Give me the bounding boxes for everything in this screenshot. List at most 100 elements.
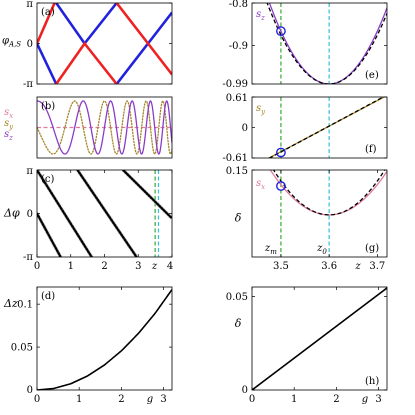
panel-label: (e): [365, 70, 379, 81]
axes-frame: [251, 2, 388, 85]
y-tick-label: π: [26, 166, 33, 177]
y-tick-label: 0: [27, 39, 33, 50]
series-line: [55, 41, 118, 84]
axes-frame: [36, 96, 173, 159]
x-tick-label: 0: [34, 261, 40, 272]
panel-label: (c): [41, 174, 55, 185]
x-axis-label: g: [147, 394, 153, 405]
x-tick-label: 0: [249, 394, 255, 405]
y-axis-label: δ: [235, 317, 242, 330]
y-axis-label: sy: [256, 103, 266, 116]
plot-area: [269, 170, 387, 257]
series-line: [115, 3, 172, 76]
x-tick-label: 2: [118, 394, 124, 405]
axes-frame: [36, 286, 173, 391]
y-axis-label: δ: [235, 212, 242, 225]
x-tick-label: 3: [160, 394, 166, 405]
panel-label: (a): [41, 7, 55, 18]
plot-area: [266, 3, 387, 84]
legend-entry: sx: [4, 107, 13, 120]
series-line: [55, 3, 118, 46]
x-tick-label: 3.6: [321, 261, 337, 272]
y-tick-label: 0.15: [226, 166, 248, 177]
x-tick-label: 2: [101, 261, 107, 272]
series-line: [37, 3, 56, 45]
series-line: [115, 11, 172, 84]
panel-label: (h): [365, 376, 379, 387]
point-marker: [276, 26, 286, 37]
x-tick-label: 3.5: [273, 261, 289, 272]
panel-label: (f): [365, 144, 377, 155]
y-axis-label: Δφ: [3, 207, 20, 220]
series-line: [272, 170, 386, 216]
panel-d: 0 0.05 0.1 0 1 2 3 (d) Δz g: [3, 286, 173, 405]
x-tick-label: 4: [167, 261, 173, 272]
series-line: [37, 212, 62, 257]
plot-area: [37, 100, 172, 155]
reference-line-label: z0: [316, 243, 327, 256]
y-tick-label: -0.99: [222, 79, 248, 90]
series-line: [121, 170, 172, 220]
y-tick-label: 0: [27, 385, 33, 396]
series-line: [266, 3, 387, 84]
panel-a: π 0 -π (a) φA,S: [2, 0, 173, 90]
y-tick-label: 0: [242, 123, 248, 134]
y-tick-label: -0.9: [229, 41, 248, 52]
x-tick-label: 1: [68, 261, 74, 272]
x-axis-label: z: [354, 261, 361, 272]
series-line: [37, 170, 93, 257]
x-tick-label: 3: [135, 261, 141, 272]
axes-frame: [36, 169, 173, 258]
point-marker: [276, 147, 286, 158]
x-tick-label: 1: [76, 394, 82, 405]
y-axis-label: sz: [256, 9, 265, 22]
panel-g: 0.15 3.5 3.6 3.7 (g) δ z sx zm z0: [226, 166, 388, 272]
legend-entry: sx: [256, 178, 265, 191]
panel-label: (b): [41, 101, 55, 112]
x-tick-label: 1: [291, 394, 297, 405]
panel-f: 0.61 0 -0.61 (f) sy: [222, 93, 388, 164]
y-tick-label: -π: [23, 79, 33, 90]
series-line: [76, 170, 138, 257]
x-tick-label: 0: [34, 394, 40, 405]
y-tick-label: 0: [27, 209, 33, 220]
panel-c: π0-π0 1 2 3 4z(c)Δφ: [3, 166, 173, 272]
axes-frame: [36, 2, 173, 85]
y-tick-label: 0.1: [17, 300, 33, 311]
plot-area: [267, 97, 386, 158]
y-tick-label: 0.05: [11, 343, 33, 354]
y-axis-label: φA,S: [2, 36, 21, 49]
x-axis-label: g: [362, 394, 368, 405]
y-tick-label: π: [26, 0, 33, 10]
plot-area: [37, 3, 172, 84]
y-tick-label: -0.61: [222, 153, 248, 164]
x-tick-label: 2: [333, 394, 339, 405]
panel-h: 0 0.05 0 1 2 3 (h) δ g: [226, 286, 388, 405]
y-tick-label: -π: [23, 252, 33, 263]
series-line: [267, 97, 386, 158]
panel-label: (g): [365, 243, 379, 254]
series-line: [37, 100, 172, 155]
series-line: [37, 289, 172, 390]
panel-label: (d): [41, 291, 55, 302]
legend-entry: sz: [4, 129, 13, 142]
axes-frame: [251, 169, 388, 258]
plot-area: [37, 289, 172, 390]
axes-frame: [251, 286, 388, 391]
x-tick-label: 3: [375, 394, 381, 405]
x-tick-label: z: [151, 261, 158, 272]
y-tick-label: 0.05: [226, 292, 248, 303]
panel-e: -0.8 -0.9 -0.99 (e) sz: [222, 0, 388, 90]
plot-area: [252, 287, 387, 390]
x-tick-label: 3.7: [369, 261, 385, 272]
plot-area: [37, 170, 172, 257]
y-tick-label: 0.61: [226, 93, 248, 104]
point-marker: [276, 181, 286, 191]
y-tick-label: 0: [242, 385, 248, 396]
series-line: [252, 287, 387, 390]
legend-entry: sy: [4, 118, 14, 131]
series-line: [37, 42, 58, 84]
reference-line-label: zm: [264, 243, 277, 256]
